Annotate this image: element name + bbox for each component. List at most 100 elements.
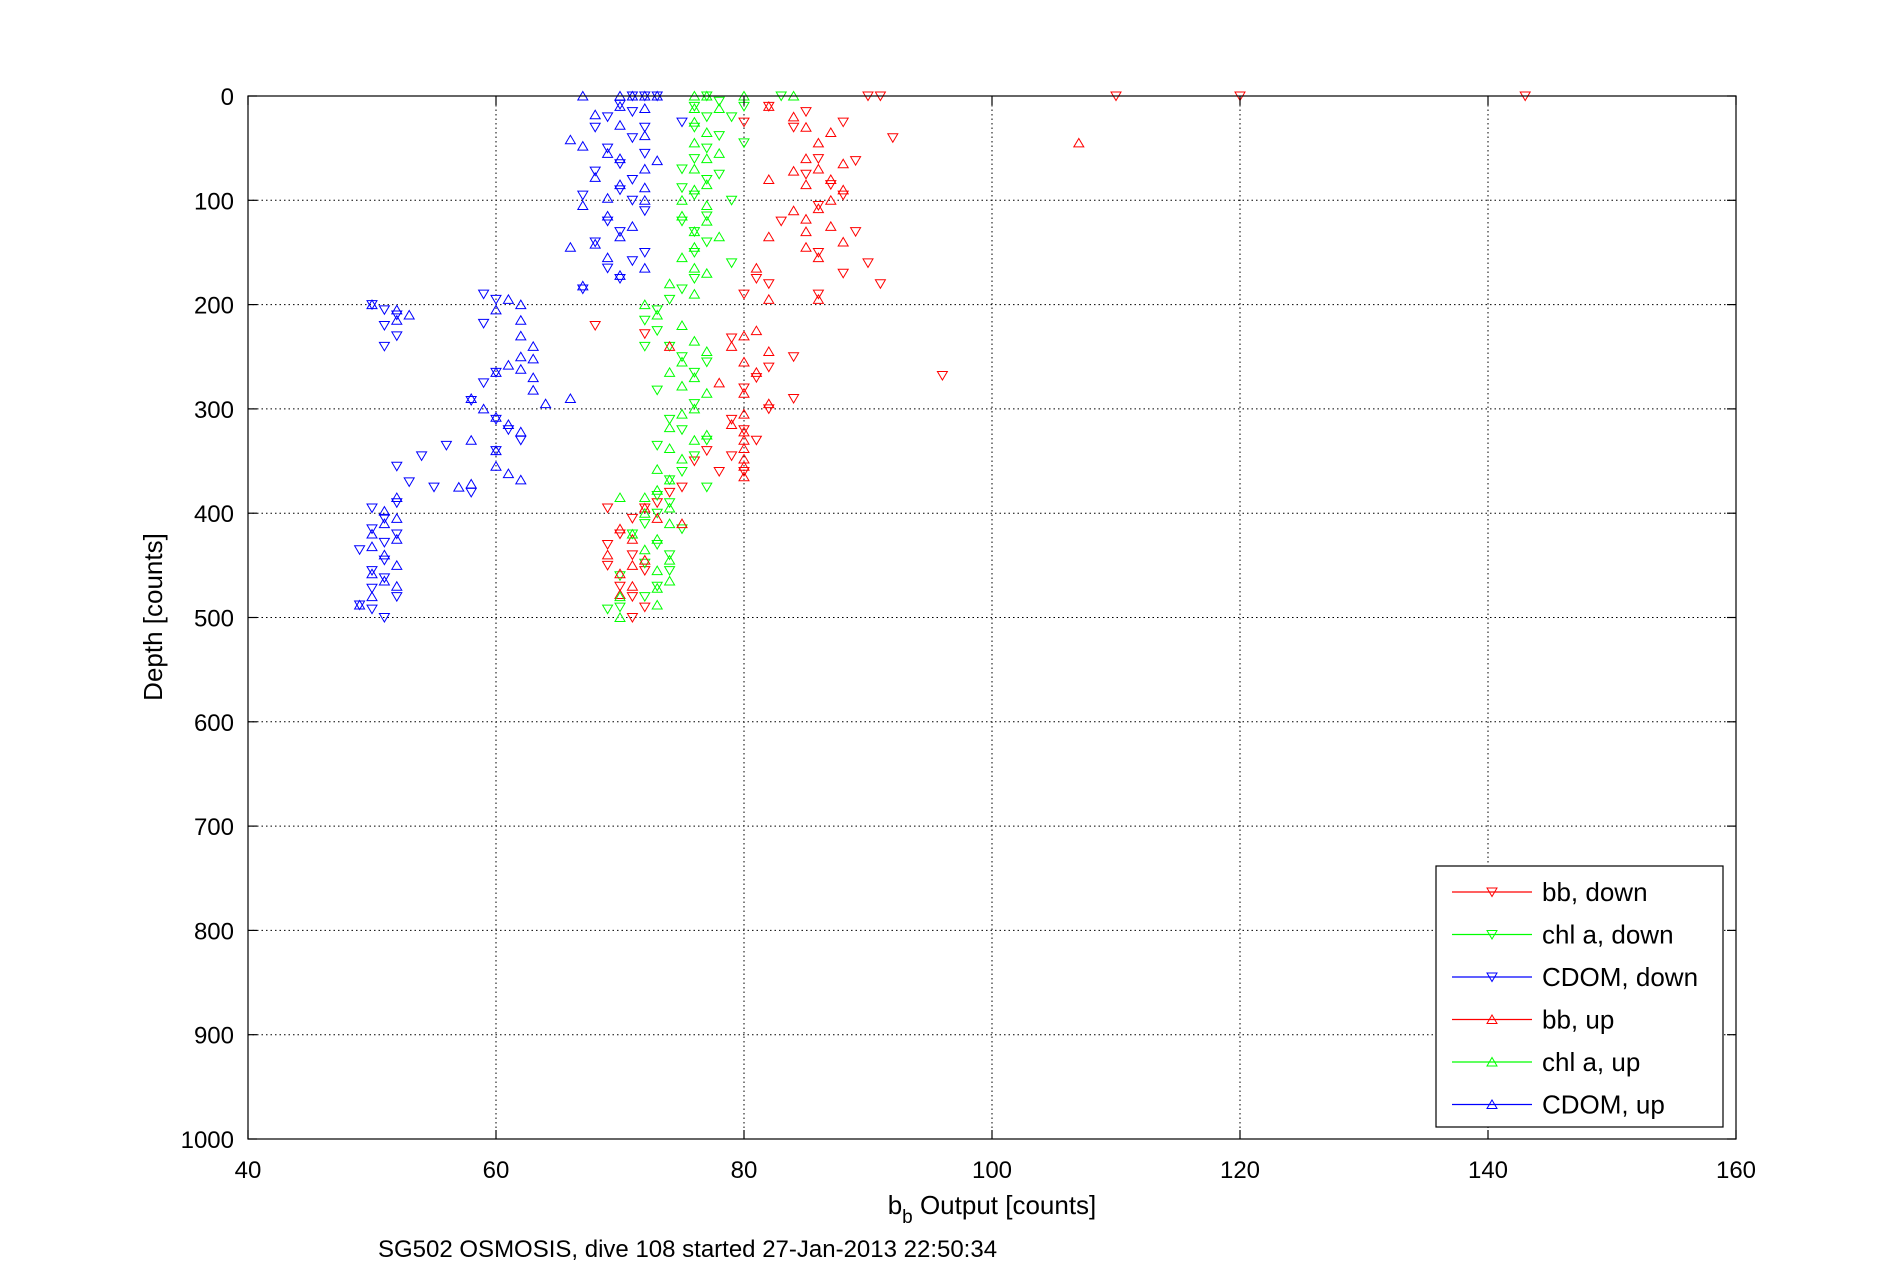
- data-point: [676, 453, 688, 464]
- data-point: [614, 589, 626, 600]
- data-point: [390, 461, 403, 472]
- data-point: [663, 550, 676, 561]
- data-point: [502, 359, 515, 370]
- data-point: [626, 528, 639, 539]
- x-tick-labels: 40 60 80 100 120 140 160: [235, 1157, 1756, 1184]
- data-point: [638, 544, 651, 555]
- data-point: [663, 474, 676, 485]
- data-point: [800, 107, 812, 118]
- data-point: [527, 372, 540, 383]
- data-point: [874, 279, 887, 290]
- data-point: [676, 216, 688, 227]
- data-point: [465, 478, 478, 489]
- data-point: [452, 481, 465, 492]
- data-point: [725, 419, 738, 430]
- data-point: [576, 200, 589, 211]
- data-point: [626, 559, 639, 570]
- data-point: [614, 100, 626, 111]
- data-point: [514, 299, 527, 310]
- data-point: [800, 213, 812, 224]
- caption: SG502 OSMOSIS, dive 108 started 27-Jan-2…: [378, 1236, 997, 1262]
- data-point: [614, 227, 626, 238]
- data-point: [812, 154, 825, 165]
- data-point: [700, 143, 713, 154]
- data-point: [812, 203, 825, 214]
- data-point: [762, 346, 775, 357]
- y-tick-labels: 0 100 200 300 400 500 600 700 800 900 1000: [181, 84, 234, 1154]
- data-point: [824, 194, 837, 205]
- data-point: [601, 252, 614, 263]
- data-point: [638, 566, 651, 577]
- data-point: [762, 404, 775, 415]
- data-point: [490, 445, 502, 456]
- data-point: [676, 319, 688, 330]
- legend-marker: [1486, 930, 1498, 940]
- data-point: [490, 294, 502, 305]
- data-point: [601, 210, 614, 221]
- y-tick-label: 500: [194, 606, 234, 633]
- data-point: [713, 131, 726, 142]
- data-point: [638, 315, 651, 326]
- data-point: [527, 353, 540, 364]
- series-bb-up: [601, 100, 1085, 600]
- data-point: [787, 111, 800, 122]
- legend-label: CDOM, down: [1542, 962, 1698, 992]
- data-point: [614, 602, 626, 613]
- data-point: [614, 179, 626, 190]
- data-point: [403, 477, 416, 488]
- data-point: [738, 117, 750, 128]
- data-point: [601, 549, 614, 560]
- data-point: [688, 288, 701, 299]
- data-point: [390, 304, 403, 315]
- x-axis-label: bb Output [counts]: [888, 1190, 1097, 1228]
- data-point: [738, 408, 750, 419]
- data-point: [663, 422, 676, 433]
- data-point: [688, 154, 701, 165]
- data-point: [676, 518, 688, 529]
- data-point: [700, 179, 713, 190]
- data-point: [700, 446, 713, 457]
- data-point: [638, 558, 651, 569]
- data-point: [663, 518, 676, 529]
- data-point: [812, 252, 825, 263]
- data-point: [663, 366, 676, 377]
- data-point: [700, 200, 713, 211]
- data-point: [663, 278, 676, 289]
- data-point: [514, 363, 527, 374]
- data-point: [366, 503, 378, 514]
- data-point: [378, 613, 391, 623]
- legend-label: bb, down: [1542, 877, 1648, 907]
- data-point: [651, 305, 664, 316]
- data-point: [477, 378, 490, 389]
- y-tick-label: 900: [194, 1023, 234, 1050]
- data-point: [936, 371, 949, 382]
- legend-item: bb, down: [1452, 877, 1648, 907]
- data-point: [700, 346, 713, 357]
- legend-item: chl a, down: [1452, 920, 1674, 950]
- data-point: [700, 387, 713, 398]
- data-point: [638, 122, 651, 133]
- data-point: [738, 460, 750, 471]
- data-point: [390, 512, 403, 523]
- x-tick-label: 140: [1468, 1157, 1508, 1184]
- data-point: [787, 122, 800, 133]
- data-point: [638, 182, 651, 193]
- data-point: [676, 284, 688, 295]
- data-point: [465, 392, 478, 403]
- data-point: [651, 539, 664, 550]
- data-point: [787, 352, 800, 363]
- data-point: [366, 604, 378, 615]
- legend-marker: [1486, 1056, 1498, 1067]
- data-point: [837, 190, 850, 201]
- legend-marker: [1486, 972, 1498, 983]
- data-point: [713, 147, 726, 158]
- data-point: [762, 293, 775, 304]
- data-point: [849, 156, 862, 167]
- data-point: [837, 117, 850, 128]
- x-tick-label: 120: [1220, 1157, 1260, 1184]
- data-point: [514, 330, 527, 341]
- data-point: [738, 425, 750, 436]
- ticks: [247, 95, 1737, 1140]
- data-point: [589, 122, 602, 133]
- data-point: [638, 341, 651, 352]
